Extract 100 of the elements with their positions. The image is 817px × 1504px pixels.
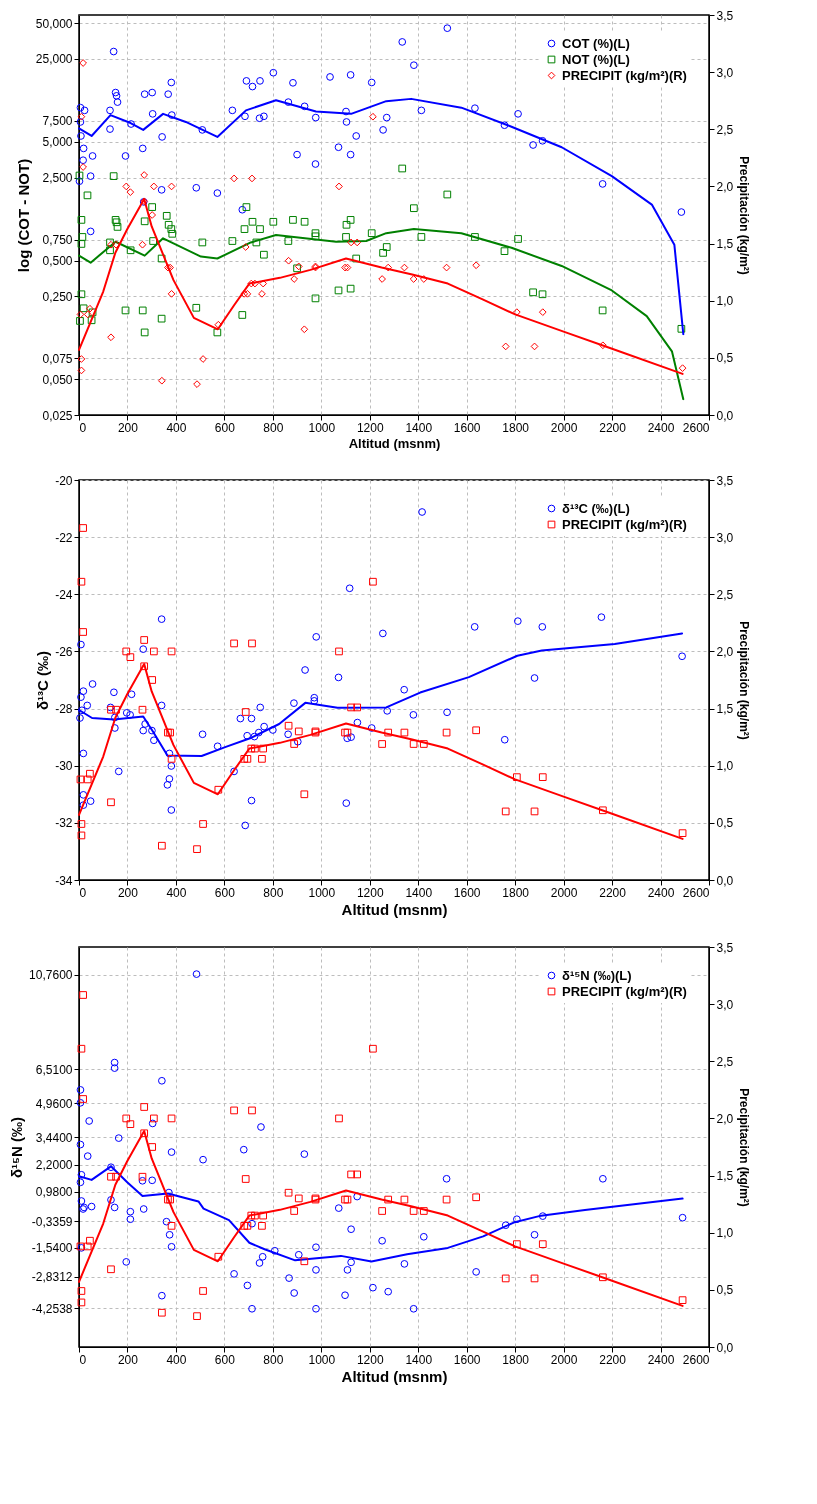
point	[77, 1287, 86, 1295]
x-tick-label: 2600	[682, 1352, 710, 1367]
point	[148, 676, 157, 684]
point	[86, 1236, 94, 1245]
point	[530, 807, 539, 816]
y2-tick-label: 1,5	[716, 237, 734, 252]
x-tick-label: 1800	[502, 420, 530, 435]
y2-tick-label: 0,0	[716, 1340, 734, 1355]
y-tick-label: -30	[55, 759, 73, 774]
point	[300, 1257, 309, 1266]
point	[148, 1143, 157, 1151]
y2-tick-label: 2,0	[716, 644, 734, 659]
y2-tick-label: 3,5	[716, 473, 734, 488]
point	[294, 1194, 303, 1203]
point	[230, 639, 238, 648]
point	[251, 744, 259, 753]
y2-tick-label: 3,0	[716, 65, 734, 80]
point	[243, 755, 252, 763]
point	[79, 628, 87, 636]
point	[343, 728, 352, 737]
point	[538, 1240, 547, 1248]
point	[678, 829, 687, 837]
point	[230, 1106, 238, 1115]
y2-tick-label: 1,5	[716, 1169, 734, 1184]
point	[513, 773, 521, 781]
y-tick-label: -32	[55, 816, 73, 831]
point	[77, 1298, 86, 1307]
point	[400, 728, 409, 737]
point	[76, 775, 85, 784]
point	[122, 647, 131, 656]
point	[83, 1242, 92, 1251]
y-tick-label: 0,025	[42, 408, 73, 423]
point	[294, 727, 303, 736]
y-tick-label: 0,750	[42, 233, 73, 248]
x-tick-label: 800	[263, 420, 284, 435]
legend-label: δ¹³C (‰)(L)	[562, 500, 630, 516]
x-tick-label: 2600	[682, 420, 710, 435]
point	[240, 755, 249, 763]
x-tick-label: 1400	[405, 885, 433, 900]
legend-label: δ¹⁵N (‰)(L)	[562, 967, 632, 983]
y2-tick-label: 2,0	[716, 1111, 734, 1126]
x-tick-label: 0	[79, 885, 87, 900]
x-axis-title: Altitud (msnm)	[348, 435, 441, 451]
point	[241, 1175, 250, 1183]
point	[241, 708, 250, 716]
point	[251, 1211, 259, 1220]
point	[341, 1195, 349, 1204]
point	[243, 1222, 252, 1230]
y-tick-label: -0,3359	[31, 1214, 73, 1229]
point	[678, 1296, 687, 1304]
y-axis-title: log (COT - NOT)	[14, 158, 32, 273]
y2-axis-title: Precipitación (kg/m²)	[737, 156, 752, 275]
x-tick-label: 1200	[356, 885, 384, 900]
x-tick-label: 2200	[599, 1352, 627, 1367]
point	[599, 806, 607, 815]
x-tick-label: 2400	[647, 885, 675, 900]
point	[140, 636, 149, 644]
point	[259, 744, 268, 753]
point	[77, 1044, 86, 1053]
x-tick-label: 1000	[308, 885, 336, 900]
point	[199, 820, 207, 828]
point	[472, 1193, 480, 1202]
y2-tick-label: 1,0	[716, 759, 734, 774]
point	[259, 1211, 268, 1220]
legend-label: COT (%)(L)	[562, 35, 630, 51]
x-tick-label: 600	[214, 1352, 236, 1367]
point	[107, 1265, 115, 1274]
point	[409, 1207, 418, 1215]
point	[384, 728, 393, 737]
y-tick-label: 2,2000	[35, 1158, 73, 1173]
y2-axis-title: Precipitación (kg/m²)	[737, 621, 752, 740]
point	[400, 1195, 409, 1204]
x-tick-label: 1400	[405, 420, 433, 435]
point	[167, 755, 176, 763]
y2-axis-title: Precipitación (kg/m²)	[737, 1088, 752, 1207]
x-tick-label: 600	[214, 420, 236, 435]
x-axis-title: Altitud (msnm)	[341, 1367, 448, 1385]
x-tick-label: 800	[263, 885, 284, 900]
point	[347, 703, 355, 712]
y-axis-title: δ¹⁵N (‰)	[8, 1116, 26, 1179]
point	[122, 1114, 131, 1123]
point	[167, 1114, 176, 1123]
x-tick-label: 1800	[502, 1352, 530, 1367]
point	[248, 639, 256, 648]
x-tick-label: 1000	[308, 1352, 336, 1367]
y2-tick-label: 1,0	[716, 1226, 734, 1241]
point	[353, 1170, 362, 1179]
y-tick-label: 6,5100	[35, 1062, 73, 1077]
y-tick-label: 0,050	[42, 372, 73, 387]
point	[77, 831, 86, 840]
point	[126, 1120, 135, 1128]
legend-label: PRECIPIT (kg/m²)(R)	[562, 983, 687, 999]
point	[107, 1172, 115, 1181]
x-tick-label: 2000	[550, 420, 578, 435]
point	[409, 740, 418, 748]
point	[138, 705, 147, 714]
y-tick-label: -2,8312	[31, 1270, 73, 1285]
point	[199, 1287, 207, 1295]
point	[258, 755, 266, 763]
y-tick-label: 10,7600	[29, 968, 73, 983]
